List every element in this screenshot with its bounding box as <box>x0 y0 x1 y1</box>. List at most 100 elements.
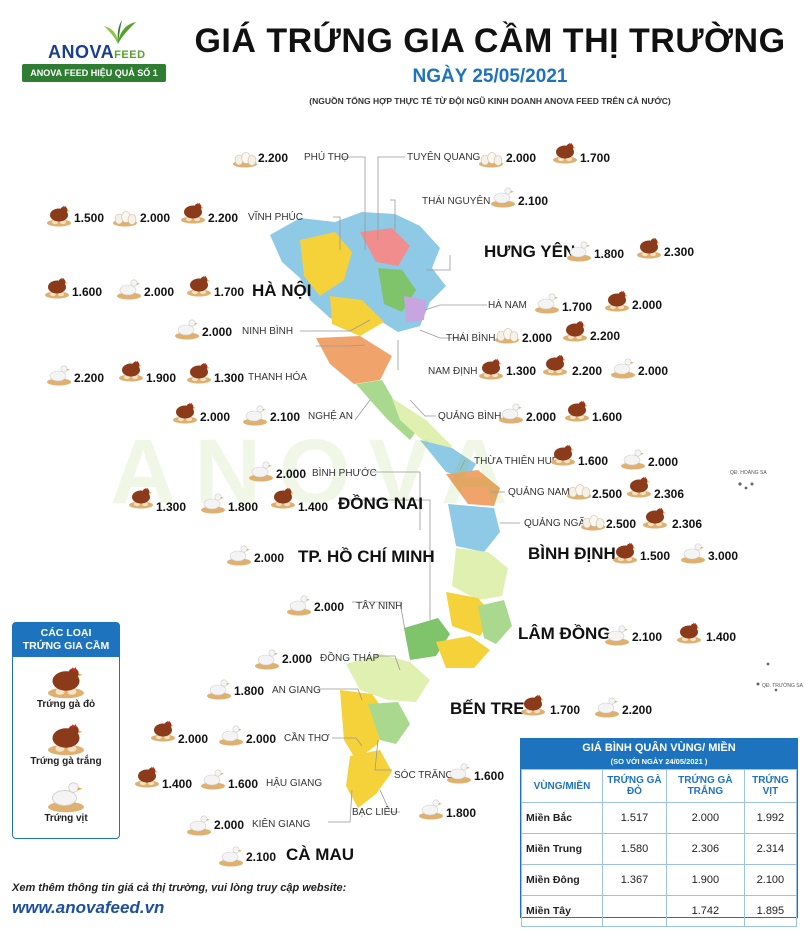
white-hen-icon <box>112 203 138 227</box>
island-hoang-sa-label: QĐ. HOÀNG SA <box>730 470 767 476</box>
price-red: 1.300 <box>214 371 245 385</box>
price-white: 2.000 <box>522 331 553 345</box>
red-hen-icon <box>626 474 652 498</box>
white-hen-icon <box>498 400 524 424</box>
red-hen-icon <box>46 203 72 227</box>
price-duck: 2.200 <box>258 151 289 165</box>
price-white: 2.000 <box>178 732 209 746</box>
province-name: ĐỒNG NAI <box>338 494 423 513</box>
red-egg-value: 1.367 <box>602 864 667 896</box>
duck-egg-value: 1.992 <box>743 802 798 834</box>
duck-egg-icon <box>610 355 636 379</box>
white-egg-value: 2.000 <box>665 802 745 834</box>
red-hen-icon <box>46 663 86 699</box>
province-name: VĨNH PHÚC <box>248 212 304 223</box>
price-white: 1.400 <box>298 500 329 514</box>
red-hen-icon <box>604 288 630 312</box>
table-row: Miền Đông 1.367 1.900 2.100 <box>521 864 798 896</box>
province-name: ĐỒNG THÁP <box>320 653 380 664</box>
price-duck: 2.000 <box>202 325 233 339</box>
region-name: Miền Bắc <box>521 802 603 834</box>
price-duck: 2.000 <box>282 652 313 666</box>
price-red: 2.000 <box>632 298 663 312</box>
price-duck: 1.700 <box>214 285 245 299</box>
price-red: 2.306 <box>654 487 685 501</box>
price-duck: 2.200 <box>74 371 105 385</box>
price-red: 2.300 <box>664 245 695 259</box>
province-name: BẠC LIÊU <box>352 807 398 818</box>
website-link[interactable]: www.anovafeed.vn <box>12 898 165 917</box>
price-white: 2.200 <box>572 364 603 378</box>
watermark: ANOVA <box>110 421 526 523</box>
page-title: GIÁ TRỨNG GIA CẦM THỊ TRƯỜNG <box>194 22 786 60</box>
red-hen-icon <box>128 485 154 509</box>
province-name: PHÚ THỌ <box>304 152 349 163</box>
duck-egg-icon <box>200 766 226 790</box>
col-region: VÙNG/MIỀN <box>521 769 603 803</box>
price-white: 2.500 <box>606 517 637 531</box>
duck-icon <box>186 273 212 297</box>
province-name: TP. HỒ CHÍ MINH <box>298 547 435 566</box>
price-red: 1.700 <box>550 703 581 717</box>
province-name: HÀ NAM <box>488 300 527 311</box>
region-name: Miền Trung <box>521 833 603 865</box>
province-name: NGHỆ AN <box>308 411 354 422</box>
price-duck: 2.000 <box>246 732 277 746</box>
price-duck: 2.000 <box>276 467 307 481</box>
price-duck: 2.100 <box>632 630 663 644</box>
province-name: QUẢNG NGÃI <box>524 518 588 529</box>
region-name: Miền Tây <box>521 895 603 927</box>
white-hen-icon <box>566 476 592 500</box>
legend-red-egg: Trứng gà đỏ <box>36 699 96 710</box>
red-hen-icon <box>44 275 70 299</box>
price-red: 1.600 <box>578 454 609 468</box>
white-egg-value: 2.306 <box>665 833 745 865</box>
duck-egg-icon <box>248 458 274 482</box>
duck-icon <box>46 777 86 813</box>
province-name: THANH HÓA <box>248 372 307 383</box>
legend-white-egg: Trứng gà trắng <box>30 756 102 767</box>
duck-egg-icon <box>200 490 226 514</box>
province-name: THÁI NGUYÊN <box>422 196 491 207</box>
province-name: HÀ NỘI <box>252 281 312 300</box>
white-hen-icon <box>270 485 296 509</box>
white-hen-icon <box>150 718 176 742</box>
province-name: HƯNG YÊN <box>484 242 576 261</box>
page-date: NGÀY 25/05/2021 <box>412 66 568 87</box>
egg-type-legend: CÁC LOẠI TRỨNG GIA CẦM Trứng gà đỏ Trứng… <box>12 622 120 839</box>
white-hen-icon <box>46 720 86 756</box>
red-hen-icon <box>520 692 546 716</box>
white-hen-icon <box>494 320 520 344</box>
province-name: TÂY NINH <box>356 601 403 612</box>
duck-egg-icon <box>226 542 252 566</box>
white-egg-value: 1.742 <box>665 895 745 927</box>
province-name: KIÊN GIANG <box>252 819 311 830</box>
province-name: CẦN THƠ <box>284 733 330 744</box>
white-hen-icon <box>542 352 568 376</box>
red-hen-icon <box>552 140 578 164</box>
duck-egg-icon <box>680 540 706 564</box>
price-white: 2.000 <box>200 410 231 424</box>
price-duck: 2.200 <box>622 703 653 717</box>
red-hen-icon <box>478 356 504 380</box>
price-duck: 2.100 <box>270 410 301 424</box>
red-hen-icon <box>134 764 160 788</box>
map-regions <box>270 212 512 808</box>
price-white: 2.000 <box>140 211 171 225</box>
legend-title: CÁC LOẠI TRỨNG GIA CẦM <box>13 623 119 657</box>
duck-egg-icon <box>594 694 620 718</box>
brand-logo: ANOVAFEED ANOVA FEED HIỆU QUẢ SỐ 1 <box>18 20 168 90</box>
price-duck: 1.600 <box>474 769 505 783</box>
province-name: BẾN TRE: <box>450 699 531 718</box>
price-red: 1.600 <box>72 285 103 299</box>
duck-egg-value: 1.895 <box>743 895 798 927</box>
price-white: 2.000 <box>144 285 175 299</box>
price-duck: 2.100 <box>518 194 549 208</box>
col-red-egg: TRỨNG GÀ ĐỎ <box>602 769 667 803</box>
province-name: CÀ MAU <box>286 845 354 864</box>
duck-egg-icon <box>46 362 72 386</box>
price-duck: 1.800 <box>446 806 477 820</box>
red-egg-value: 1.580 <box>602 833 667 865</box>
duck-egg-icon <box>478 144 504 168</box>
duck-egg-icon <box>174 316 200 340</box>
